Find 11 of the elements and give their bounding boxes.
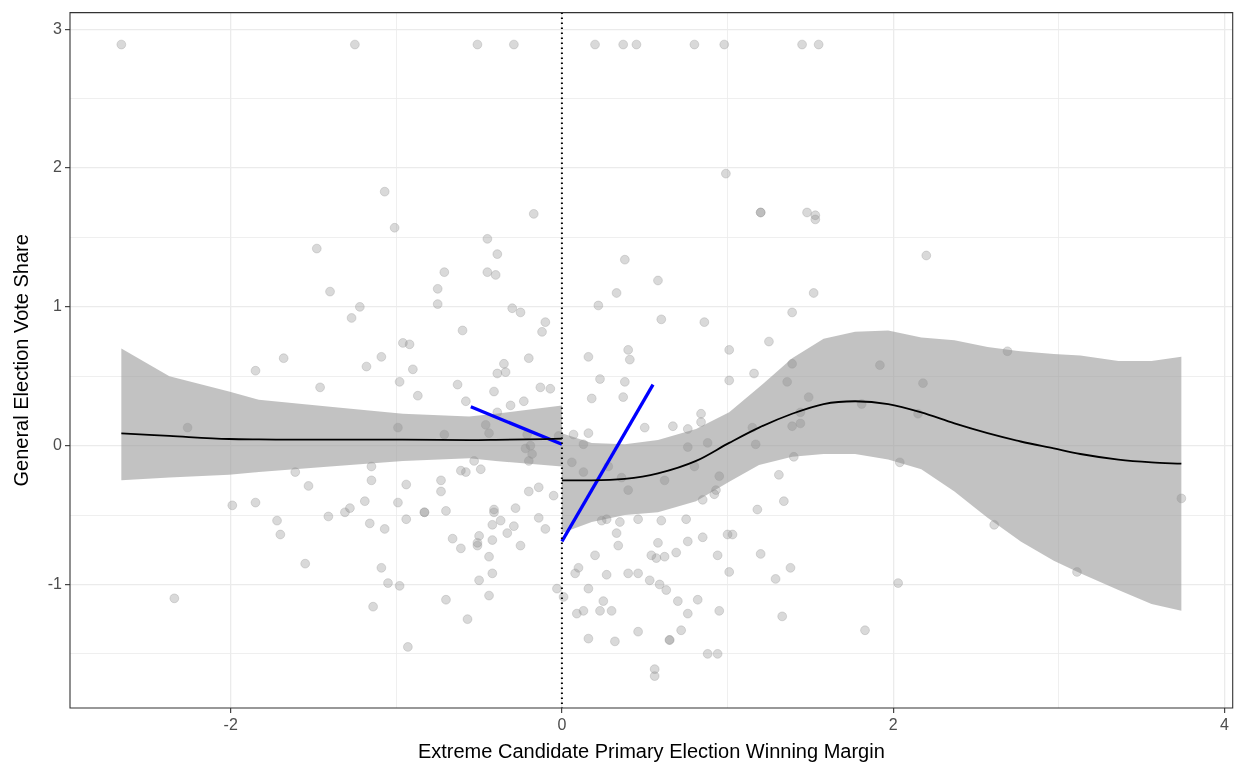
- y-axis-title: General Election Vote Share: [9, 234, 32, 487]
- x-tick-label: 2: [888, 716, 898, 734]
- x-axis-title: Extreme Candidate Primary Election Winning Margin: [417, 739, 885, 762]
- y-tick-label: -1: [47, 574, 63, 592]
- x-tick-label: -2: [223, 716, 238, 734]
- y-tick-label: 3: [53, 19, 63, 37]
- y-tick-label: 2: [53, 158, 63, 176]
- y-tick-label: 1: [53, 297, 63, 315]
- y-tick-label: 0: [53, 436, 63, 454]
- x-tick-label: 0: [557, 716, 567, 734]
- x-tick-label: 4: [1219, 716, 1229, 734]
